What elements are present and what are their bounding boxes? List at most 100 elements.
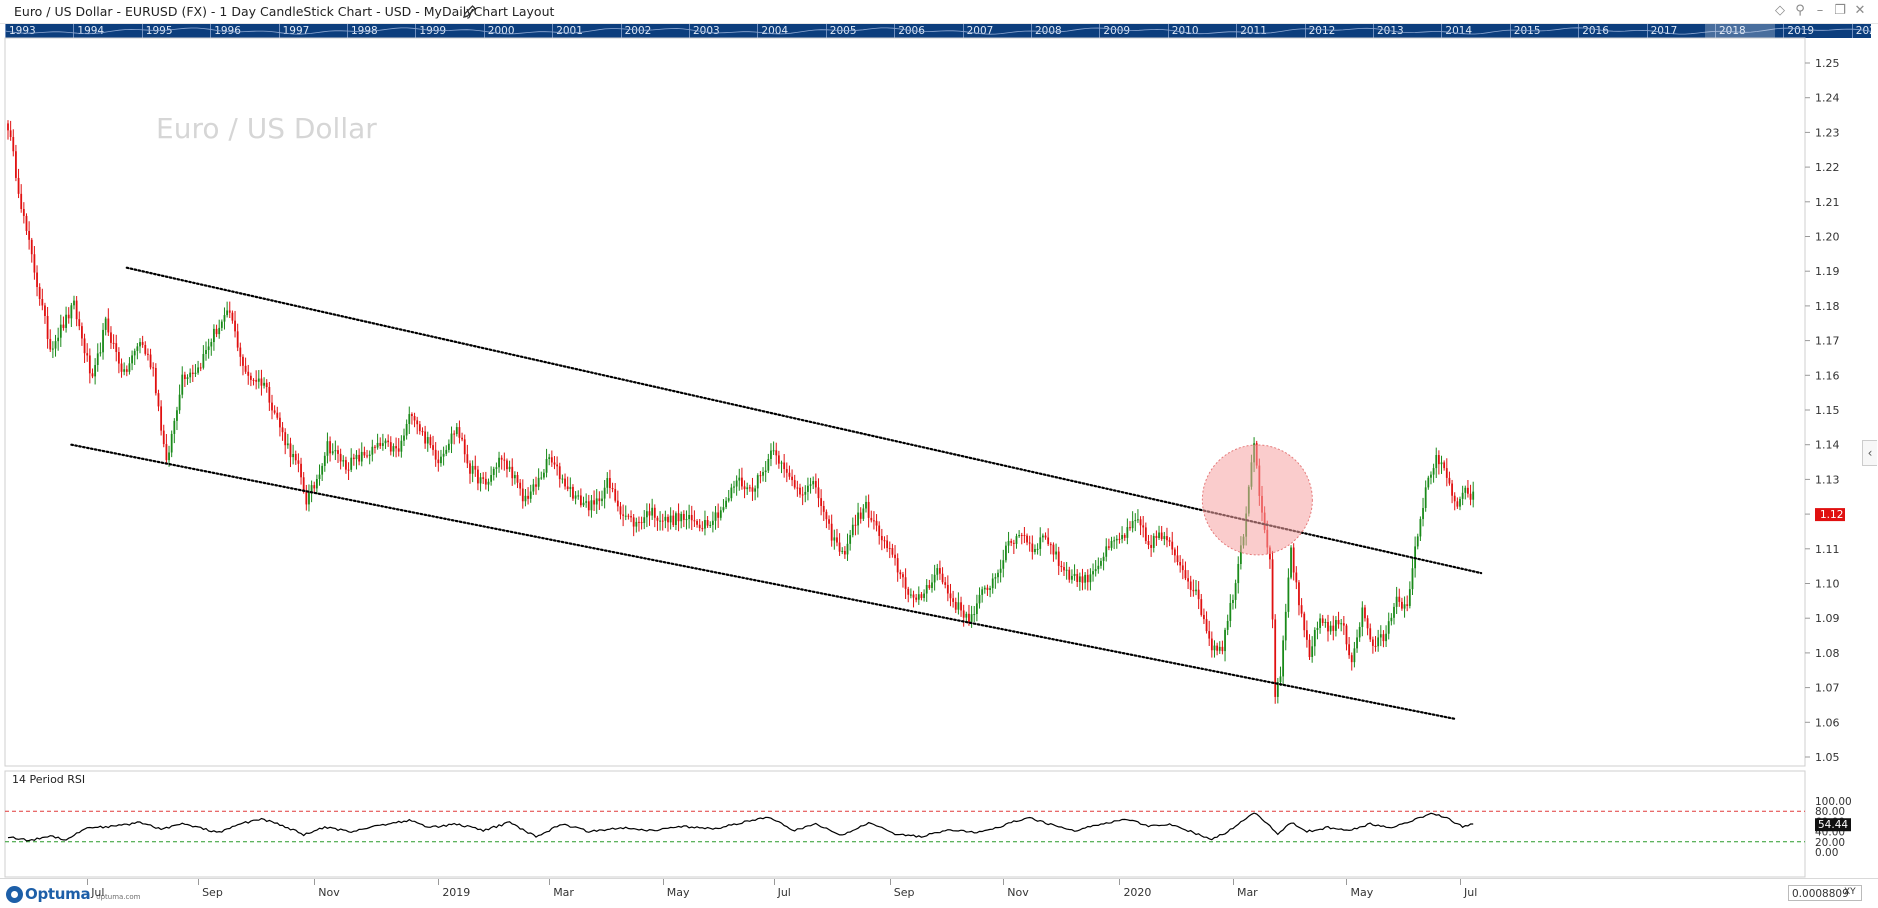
candle-body[interactable] (727, 498, 730, 501)
candle-body[interactable] (339, 453, 342, 462)
candle-body[interactable] (635, 521, 638, 527)
candle-body[interactable] (997, 572, 999, 578)
candle-body[interactable] (360, 451, 363, 462)
candle-body[interactable] (659, 520, 661, 522)
candle-body[interactable] (1102, 556, 1105, 561)
candle-body[interactable] (392, 446, 395, 452)
candle-body[interactable] (1327, 621, 1329, 632)
candle-body[interactable] (1382, 634, 1385, 642)
candle-body[interactable] (104, 318, 107, 330)
candle-body[interactable] (91, 373, 94, 377)
candle-body[interactable] (490, 474, 493, 482)
candle-body[interactable] (598, 498, 601, 502)
candle-body[interactable] (1348, 644, 1351, 656)
candle-body[interactable] (463, 439, 466, 455)
candle-body[interactable] (590, 500, 593, 511)
candle-body[interactable] (168, 452, 170, 461)
candle-body[interactable] (368, 454, 371, 457)
candle-body[interactable] (828, 519, 830, 524)
candle-body[interactable] (1147, 541, 1150, 545)
candle-body[interactable] (1113, 540, 1116, 542)
candle-body[interactable] (1443, 462, 1446, 469)
candle-body[interactable] (1358, 626, 1361, 638)
candle-body[interactable] (94, 364, 97, 377)
candle-body[interactable] (907, 588, 910, 595)
candle-body[interactable] (110, 332, 112, 343)
candle-body[interactable] (389, 442, 392, 452)
candle-body[interactable] (15, 151, 17, 178)
candle-body[interactable] (342, 460, 345, 462)
candle-body[interactable] (46, 315, 49, 339)
candle-body[interactable] (1305, 630, 1308, 640)
candle-body[interactable] (767, 458, 770, 471)
candle-body[interactable] (651, 507, 654, 516)
candle-body[interactable] (857, 512, 859, 526)
candle-body[interactable] (851, 524, 854, 536)
candle-body[interactable] (186, 377, 189, 380)
candle-body[interactable] (754, 488, 757, 492)
candle-body[interactable] (1234, 583, 1237, 600)
candle-body[interactable] (374, 446, 376, 448)
candle-body[interactable] (1437, 455, 1440, 465)
candle-body[interactable] (17, 177, 20, 194)
candle-body[interactable] (487, 481, 490, 485)
highlight-circle[interactable] (1201, 444, 1313, 556)
candle-body[interactable] (667, 516, 669, 523)
candle-body[interactable] (302, 477, 305, 492)
candle-body[interactable] (875, 520, 878, 526)
candle-body[interactable] (1026, 535, 1028, 543)
rsi-pane[interactable] (4, 770, 1806, 878)
candle-body[interactable] (693, 520, 696, 522)
candle-body[interactable] (1073, 573, 1076, 576)
candle-body[interactable] (1158, 532, 1160, 538)
candle-body[interactable] (532, 484, 535, 492)
candle-body[interactable] (173, 420, 176, 434)
candle-body[interactable] (796, 487, 799, 489)
candle-body[interactable] (7, 123, 9, 131)
candle-body[interactable] (315, 479, 318, 489)
candle-body[interactable] (939, 568, 941, 574)
candle-body[interactable] (88, 355, 91, 374)
candle-body[interactable] (991, 578, 994, 589)
candle-body[interactable] (1097, 565, 1100, 570)
candle-body[interactable] (735, 480, 738, 487)
candle-body[interactable] (115, 343, 118, 352)
candle-body[interactable] (44, 305, 46, 316)
candle-body[interactable] (244, 365, 247, 372)
candle-body[interactable] (524, 495, 527, 502)
candle-body[interactable] (133, 350, 136, 356)
candle-body[interactable] (495, 467, 498, 469)
candle-body[interactable] (1340, 623, 1343, 625)
candle-body[interactable] (701, 528, 704, 530)
candle-body[interactable] (1012, 542, 1015, 544)
candle-body[interactable] (120, 363, 123, 372)
candle-body[interactable] (62, 324, 65, 328)
candle-body[interactable] (125, 369, 128, 372)
candle-body[interactable] (75, 300, 78, 320)
candle-body[interactable] (949, 593, 952, 599)
candle-body[interactable] (711, 520, 714, 525)
candle-body[interactable] (255, 379, 258, 382)
candle-body[interactable] (978, 594, 981, 604)
candle-body[interactable] (564, 478, 566, 487)
candle-body[interactable] (1403, 604, 1406, 609)
candle-body[interactable] (199, 367, 202, 369)
candle-body[interactable] (1086, 574, 1089, 583)
candle-body[interactable] (1150, 544, 1153, 548)
candle-body[interactable] (865, 501, 867, 509)
candle-body[interactable] (273, 410, 276, 413)
candle-body[interactable] (675, 513, 677, 526)
candle-body[interactable] (1395, 596, 1398, 607)
candle-body[interactable] (1023, 535, 1026, 537)
candle-body[interactable] (1379, 634, 1382, 638)
candle-body[interactable] (323, 455, 326, 466)
candle-body[interactable] (1131, 521, 1134, 529)
candle-body[interactable] (1173, 549, 1176, 556)
candle-body[interactable] (698, 524, 701, 529)
candle-body[interactable] (1047, 537, 1050, 545)
candle-body[interactable] (1411, 568, 1414, 590)
candle-body[interactable] (791, 476, 793, 481)
candle-body[interactable] (1039, 537, 1042, 549)
candle-body[interactable] (1063, 567, 1065, 571)
candlestick-series[interactable] (7, 120, 1475, 704)
